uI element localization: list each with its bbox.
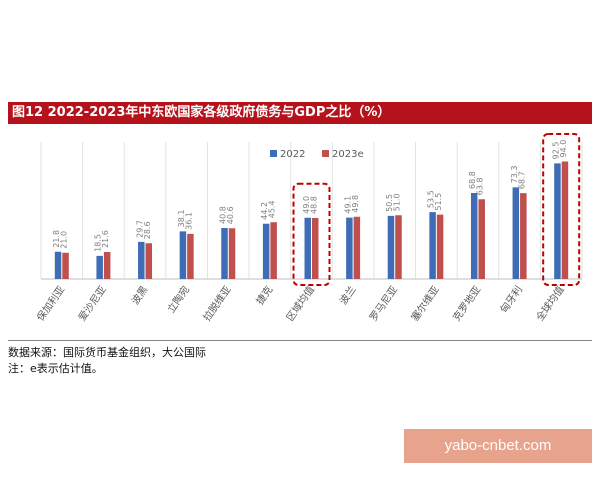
data-label: 49.8 bbox=[351, 195, 360, 213]
source-note: 数据来源：国际货币基金组织，大公国际 bbox=[8, 346, 206, 359]
category-label: 罗马尼亚 bbox=[367, 284, 400, 324]
data-label: 63.8 bbox=[476, 177, 485, 195]
category-label: 克罗地亚 bbox=[450, 283, 484, 323]
bar bbox=[478, 199, 485, 279]
highlight-box bbox=[292, 182, 331, 286]
bar bbox=[145, 243, 153, 279]
data-label: 44.2 bbox=[260, 202, 269, 220]
notes: 数据来源：国际货币基金组织，大公国际 注：e表示估计值。 bbox=[8, 345, 592, 377]
data-label: 94.0 bbox=[559, 140, 568, 158]
bar bbox=[262, 223, 270, 279]
data-label: 18.5 bbox=[94, 234, 103, 252]
data-label: 45.4 bbox=[268, 200, 277, 218]
data-label: 21.0 bbox=[60, 231, 69, 249]
legend-swatch bbox=[322, 150, 329, 157]
bar bbox=[96, 255, 103, 279]
data-label: 40.8 bbox=[219, 206, 228, 224]
data-label: 21.6 bbox=[101, 230, 110, 248]
bottom-divider bbox=[8, 340, 592, 341]
bar bbox=[429, 212, 436, 279]
bar bbox=[304, 217, 311, 279]
chart-title: 图12 2022-2023年中东欧国家各级政府债务与GDP之比（%） bbox=[8, 102, 592, 124]
data-label: 92.5 bbox=[551, 142, 560, 160]
category-label: 全球均值 bbox=[533, 283, 567, 323]
data-label: 73.3 bbox=[510, 166, 519, 184]
legend-label: 2022 bbox=[280, 149, 305, 160]
bars-layer bbox=[54, 161, 569, 279]
data-label: 36.1 bbox=[184, 212, 193, 230]
bar bbox=[561, 161, 569, 279]
data-label: 48.8 bbox=[309, 196, 318, 214]
estimate-note: 注：e表示估计值。 bbox=[8, 362, 103, 375]
grid-layer bbox=[40, 142, 583, 280]
category-label: 捷克 bbox=[253, 283, 275, 307]
bar bbox=[387, 215, 395, 279]
category-label: 爱沙尼亚 bbox=[75, 283, 109, 323]
data-label: 53.5 bbox=[427, 190, 436, 208]
category-label: 波兰 bbox=[336, 283, 358, 307]
legend-label: 2023e bbox=[332, 149, 364, 160]
category-label: 立陶宛 bbox=[164, 283, 192, 315]
bar bbox=[353, 216, 361, 279]
bar bbox=[62, 252, 69, 279]
highlight-box bbox=[542, 133, 581, 286]
bar bbox=[228, 228, 236, 279]
data-label: 49.1 bbox=[343, 196, 352, 214]
bar bbox=[270, 222, 277, 279]
data-label: 40.6 bbox=[226, 206, 235, 224]
data-label: 28.6 bbox=[143, 221, 152, 239]
data-label: 51.5 bbox=[434, 193, 443, 211]
category-label: 塞尔维亚 bbox=[408, 283, 442, 323]
data-label: 49.0 bbox=[302, 196, 311, 214]
bar bbox=[138, 241, 145, 279]
legend: 2022 2023e bbox=[270, 149, 364, 160]
bar bbox=[312, 218, 319, 279]
data-label: 38.1 bbox=[177, 210, 186, 228]
bar bbox=[395, 215, 402, 279]
category-label: 拉脱维亚 bbox=[200, 283, 234, 323]
category-label: 波黑 bbox=[128, 283, 150, 307]
bar bbox=[470, 193, 478, 279]
bar bbox=[103, 252, 111, 279]
bar bbox=[187, 233, 194, 279]
bar bbox=[179, 231, 187, 279]
data-label: 21.8 bbox=[52, 230, 61, 248]
legend-swatch bbox=[270, 150, 277, 157]
category-label: 保加利亚 bbox=[34, 283, 68, 323]
chart-area: 21.8 21.0 保加利亚 18.5 21.6 爱沙尼亚 29.7 28.6 波黑 38.1 36… bbox=[8, 124, 592, 340]
data-label: 68.7 bbox=[517, 171, 526, 189]
bar bbox=[520, 193, 527, 279]
bar-chart: 21.821.0 保加利亚 18.521.6 爱沙尼亚 29.728.6 波黑 38.136… bbox=[34, 133, 583, 324]
data-label: 50.5 bbox=[385, 194, 394, 212]
data-label: 68.8 bbox=[468, 171, 477, 189]
category-label: 区域均值 bbox=[283, 283, 317, 323]
data-label: 51.0 bbox=[392, 193, 401, 211]
bar bbox=[346, 217, 353, 279]
bar bbox=[54, 251, 62, 279]
watermark: yabo-cnbet.com bbox=[404, 429, 592, 463]
data-label: 29.7 bbox=[135, 220, 144, 238]
bar bbox=[512, 187, 520, 279]
category-label: 匈牙利 bbox=[497, 283, 525, 315]
bar bbox=[221, 228, 228, 279]
bar bbox=[554, 163, 561, 279]
bar bbox=[436, 214, 444, 279]
